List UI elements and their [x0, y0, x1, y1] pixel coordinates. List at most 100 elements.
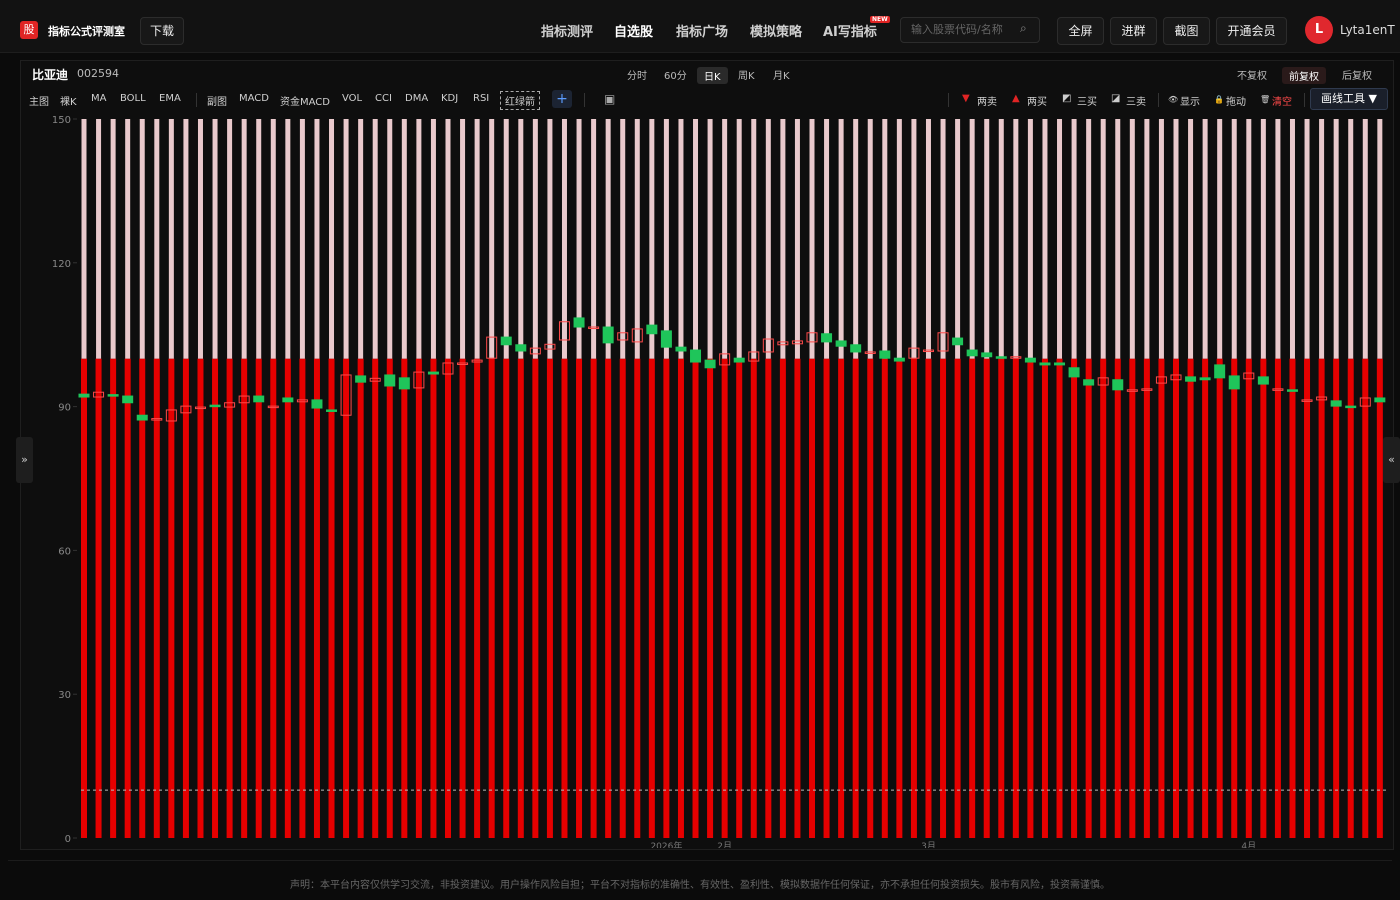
level-bar	[212, 119, 218, 359]
save-icon[interactable]: ▣	[604, 92, 616, 106]
level-bar	[707, 119, 713, 359]
sub-indicator[interactable]: 资金MACD	[280, 97, 330, 108]
expand-right[interactable]: «	[1383, 437, 1400, 483]
candle-body	[398, 377, 410, 390]
main-indicator[interactable]: BOLL	[120, 93, 146, 104]
sub-indicator[interactable]: DMA	[405, 93, 429, 104]
level-bar	[95, 358, 102, 838]
period-tab[interactable]: 60分	[664, 71, 687, 82]
level-bar	[139, 358, 146, 838]
signal-toggle[interactable]: 三卖	[1126, 97, 1146, 108]
level-bar	[1086, 119, 1092, 359]
x-tick-label: 2月	[717, 841, 732, 848]
action-icon[interactable]: 👁	[1168, 95, 1179, 104]
level-bar	[677, 358, 684, 838]
draw-tools-button[interactable]: 画线工具 ▼	[1310, 88, 1388, 110]
sub-indicator[interactable]: MACD	[239, 93, 269, 104]
level-bar	[678, 119, 684, 359]
search-icon[interactable]: ⌕	[1020, 21, 1027, 35]
candle-body	[457, 362, 469, 365]
main-indicator[interactable]: EMA	[159, 93, 181, 104]
candle-body	[296, 399, 308, 403]
signal-icon[interactable]: ◩	[1062, 93, 1072, 104]
level-bar	[911, 119, 917, 359]
site-title[interactable]: 指标公式评测室	[48, 25, 125, 38]
sub-indicator[interactable]: KDJ	[441, 93, 459, 104]
signal-icon[interactable]: ▼	[962, 93, 970, 104]
period-tab[interactable]: 日K	[697, 67, 728, 84]
level-bar	[197, 119, 203, 359]
level-bar	[182, 358, 189, 838]
main-indicator[interactable]: 裸K	[60, 97, 77, 108]
nav-item[interactable]: 自选股	[614, 25, 654, 40]
toolbar-label[interactable]: 主图	[29, 97, 49, 108]
level-bar	[459, 358, 466, 838]
add-indicator[interactable]: +	[552, 90, 572, 108]
sub-indicator[interactable]: VOL	[342, 93, 363, 104]
level-bar	[241, 358, 248, 838]
candle-body	[209, 404, 221, 408]
logo[interactable]: 股	[20, 21, 38, 39]
signal-icon[interactable]: ◪	[1111, 93, 1121, 104]
action-icon[interactable]: 🗑	[1260, 95, 1271, 104]
signal-toggle[interactable]: 两买	[1027, 97, 1047, 108]
level-bar	[663, 119, 669, 359]
level-bar	[168, 358, 175, 838]
action-button[interactable]: 清空	[1272, 97, 1292, 108]
nav-item[interactable]: 指标测评	[541, 25, 594, 40]
toolbar-label[interactable]: 副图	[207, 97, 227, 108]
candle-body	[1345, 405, 1357, 409]
signal-toggle[interactable]: 两卖	[977, 97, 997, 108]
action-button[interactable]: 拖动	[1226, 97, 1246, 108]
expand-left[interactable]: »	[16, 437, 33, 483]
sub-indicator[interactable]: 红绿箭	[500, 91, 540, 110]
header-button[interactable]: 开通会员	[1216, 17, 1287, 45]
candle-body	[267, 405, 279, 409]
candle-body	[850, 344, 862, 353]
download-button[interactable]: 下载	[140, 17, 184, 45]
candle-body	[529, 347, 541, 355]
adjust-tab[interactable]: 不复权	[1237, 71, 1267, 82]
candle-body	[704, 359, 716, 369]
avatar[interactable]: L	[1305, 16, 1333, 44]
nav-item[interactable]: 指标广场	[676, 25, 729, 40]
signal-icon[interactable]: ▲	[1012, 93, 1020, 104]
period-tab[interactable]: 周K	[738, 71, 755, 82]
candle-body	[1039, 362, 1051, 366]
candle-body	[908, 347, 920, 359]
candle-body	[1228, 375, 1240, 390]
level-bar	[1188, 119, 1194, 359]
nav-item[interactable]: AI写指标	[823, 25, 877, 40]
candle-body	[646, 324, 658, 335]
username[interactable]: Lyta1enT	[1340, 23, 1395, 37]
adjust-tab[interactable]: 前复权	[1282, 67, 1326, 84]
header-button[interactable]: 进群	[1110, 17, 1157, 45]
level-bar	[1304, 119, 1310, 359]
level-bar	[882, 119, 888, 359]
main-indicator[interactable]: MA	[91, 93, 107, 104]
candle-body	[1286, 389, 1298, 392]
sub-indicator[interactable]: CCI	[375, 93, 392, 104]
search-input[interactable]: 输入股票代码/名称	[900, 17, 1040, 43]
adjust-tab[interactable]: 后复权	[1342, 71, 1372, 82]
level-bar	[1376, 358, 1383, 838]
candle-body	[1024, 357, 1036, 363]
level-bar	[124, 358, 131, 838]
period-tab[interactable]: 月K	[773, 71, 790, 82]
sub-indicator[interactable]: RSI	[473, 93, 490, 104]
candle-body	[588, 326, 600, 330]
level-bar	[809, 119, 815, 359]
candle-body	[995, 356, 1007, 359]
level-bar	[1260, 119, 1266, 359]
nav-item[interactable]: 模拟策略	[750, 25, 803, 40]
period-tab[interactable]: 分时	[627, 71, 647, 82]
level-bar	[532, 358, 539, 838]
candle-body	[194, 406, 206, 410]
action-icon[interactable]: 🔒	[1214, 95, 1224, 104]
y-tick-label: 90	[58, 403, 71, 414]
signal-toggle[interactable]: 三买	[1077, 97, 1097, 108]
action-button[interactable]: 显示	[1180, 97, 1200, 108]
level-bar	[241, 119, 247, 359]
header-button[interactable]: 截图	[1163, 17, 1210, 45]
header-button[interactable]: 全屏	[1057, 17, 1104, 45]
